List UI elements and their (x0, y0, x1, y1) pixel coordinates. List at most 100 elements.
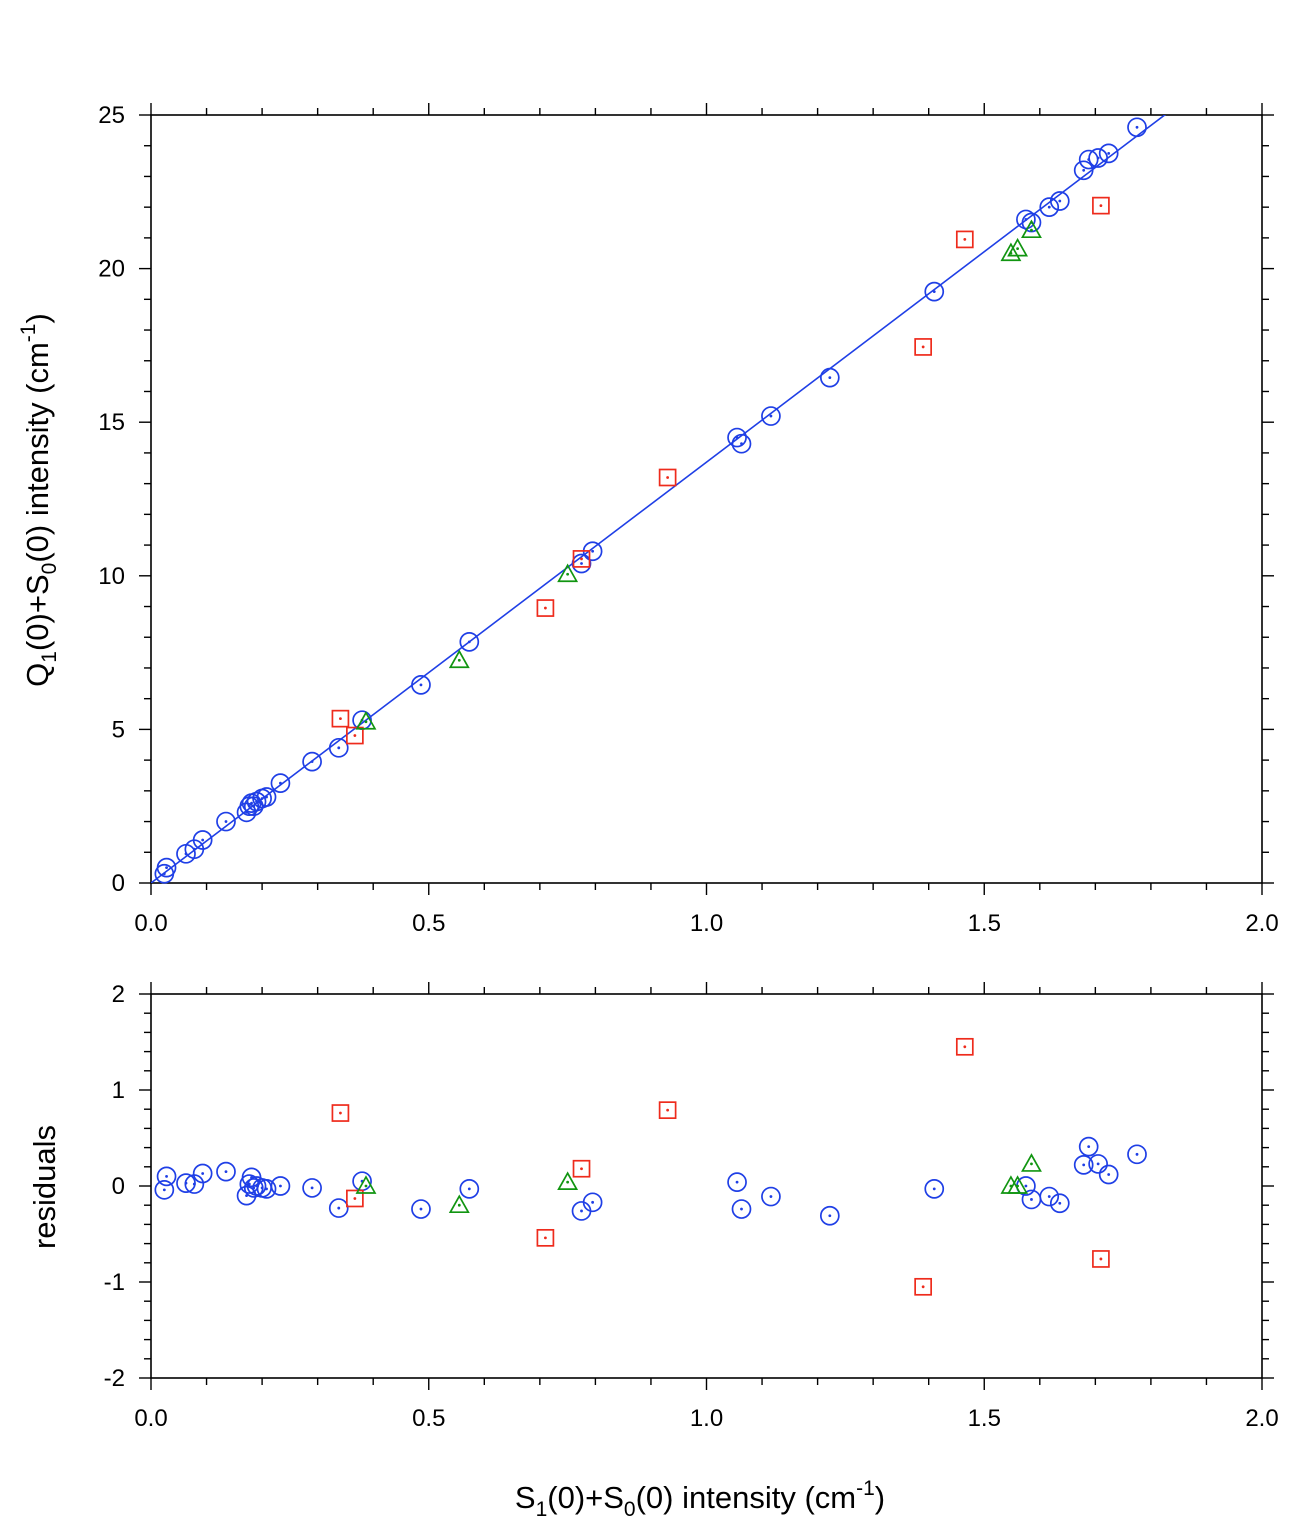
data-point-circle (1039, 197, 1060, 218)
data-point-circle (924, 281, 945, 302)
data-point-square (346, 726, 364, 745)
data-point-center-dot (457, 658, 461, 662)
data-point-center-dot (544, 1236, 547, 1240)
bottom-panel: 0.0 0.5 1.0 1.5 2.0 -2 -1 0 1 2 residuals (27, 981, 1279, 1432)
data-point-center-dot (165, 866, 168, 870)
data-point-center-dot (265, 1187, 268, 1191)
data-point-circle (192, 830, 213, 850)
data-point-circle (1016, 209, 1036, 230)
data-point-square (572, 550, 591, 568)
y-tick-label: -1 (104, 1269, 125, 1296)
data-point-center-dot (740, 442, 743, 446)
data-point-triangle (448, 1194, 470, 1214)
data-point-center-dot (260, 797, 264, 800)
data-point-triangle (1007, 1175, 1029, 1194)
data-point-center-dot (566, 572, 570, 576)
data-point-center-dot (467, 1187, 471, 1191)
data-point-square (1092, 196, 1110, 215)
data-point-center-dot (260, 1186, 264, 1190)
data-point-center-dot (279, 1184, 282, 1188)
data-point-center-dot (666, 476, 670, 479)
x-tick-label: 1.0 (690, 910, 723, 937)
data-point-square (658, 1101, 677, 1120)
data-point-circle (246, 791, 267, 812)
data-point-triangle (557, 1171, 579, 1191)
bottom-y-axis-title: residuals (27, 1125, 62, 1249)
data-point-center-dot (1016, 1184, 1019, 1188)
x-tick-label: 0.5 (412, 1405, 445, 1432)
data-point-center-dot (963, 1045, 967, 1049)
data-point-center-dot (1096, 1162, 1100, 1166)
data-point-center-dot (921, 345, 925, 349)
data-point-square (955, 1037, 974, 1056)
data-point-center-dot (828, 376, 832, 380)
data-point-center-dot (192, 847, 196, 851)
data-point-circle (411, 1199, 431, 1219)
series-triangles (355, 1153, 1042, 1214)
data-point-center-dot (224, 1170, 228, 1173)
data-point-center-dot (580, 1209, 583, 1213)
data-point-circle (761, 1186, 781, 1207)
y-tick-label: 15 (98, 409, 125, 436)
x-tick-label: 1.5 (968, 1405, 1001, 1432)
data-point-center-dot (932, 290, 936, 294)
data-point-circle (1049, 191, 1070, 211)
data-point-center-dot (310, 760, 314, 764)
data-point-center-dot (364, 1184, 368, 1188)
data-point-center-dot (963, 238, 967, 241)
data-point-center-dot (740, 1207, 743, 1211)
data-point-circle (1098, 1164, 1119, 1185)
top-panel: 0.0 0.5 1.0 1.5 2.0 0 5 10 15 20 25 Q1(0)+S0(0) in… (17, 102, 1279, 937)
data-point-circle (328, 737, 349, 758)
data-point-circle (727, 1172, 747, 1193)
data-point-center-dot (353, 1197, 357, 1200)
data-point-center-dot (666, 1108, 670, 1112)
data-point-center-dot (1058, 199, 1062, 203)
x-tick-label: 1.0 (690, 1405, 723, 1432)
data-point-circle (154, 1179, 175, 1200)
data-point-circle (1098, 143, 1119, 164)
y-tick-label: 20 (98, 256, 125, 283)
data-point-circle (727, 427, 747, 448)
data-point-circle (256, 787, 277, 807)
data-point-circle (571, 553, 592, 574)
data-point-center-dot (224, 820, 228, 823)
data-point-center-dot (201, 838, 205, 842)
data-point-circle (459, 631, 480, 652)
data-point-center-dot (1024, 1184, 1028, 1188)
data-point-center-dot (162, 1188, 166, 1192)
series-circles (154, 1136, 1147, 1226)
data-point-circle (924, 1179, 945, 1199)
data-point-center-dot (1030, 1162, 1033, 1166)
data-point-circle (731, 1199, 752, 1219)
y-tick-label: 25 (98, 102, 125, 129)
data-point-center-dot (1024, 218, 1028, 221)
data-point-triangle (557, 563, 579, 583)
data-point-circle (1088, 148, 1108, 168)
data-point-triangle (1021, 1153, 1042, 1172)
data-point-center-dot (162, 872, 166, 876)
data-point-square (1092, 1250, 1110, 1268)
data-point-square (536, 1228, 555, 1247)
data-point-center-dot (1096, 156, 1100, 160)
y-tick-label: 0 (112, 870, 125, 897)
plot-frame (150, 993, 1263, 1379)
fit-line (151, 115, 1167, 883)
data-point-center-dot (339, 717, 342, 721)
data-point-circle (1088, 1154, 1108, 1174)
data-point-circle (819, 367, 840, 388)
top-y-axis-title: Q1(0)+S0(0) intensity (cm-1) (17, 313, 61, 687)
data-point-center-dot (467, 640, 471, 644)
data-point-center-dot (337, 1206, 341, 1210)
data-point-triangle (1007, 237, 1029, 257)
data-point-center-dot (165, 1175, 168, 1178)
data-point-circle (411, 675, 431, 695)
data-point-center-dot (1016, 247, 1019, 251)
data-point-circle (192, 1163, 213, 1184)
x-tick-label: 1.5 (968, 910, 1001, 937)
x-axis-title: S1(0)+S0(0) intensity (cm-1) (515, 1477, 885, 1521)
data-point-circle (1073, 160, 1094, 181)
data-point-triangle (355, 1175, 377, 1194)
data-point-center-dot (457, 1203, 461, 1207)
